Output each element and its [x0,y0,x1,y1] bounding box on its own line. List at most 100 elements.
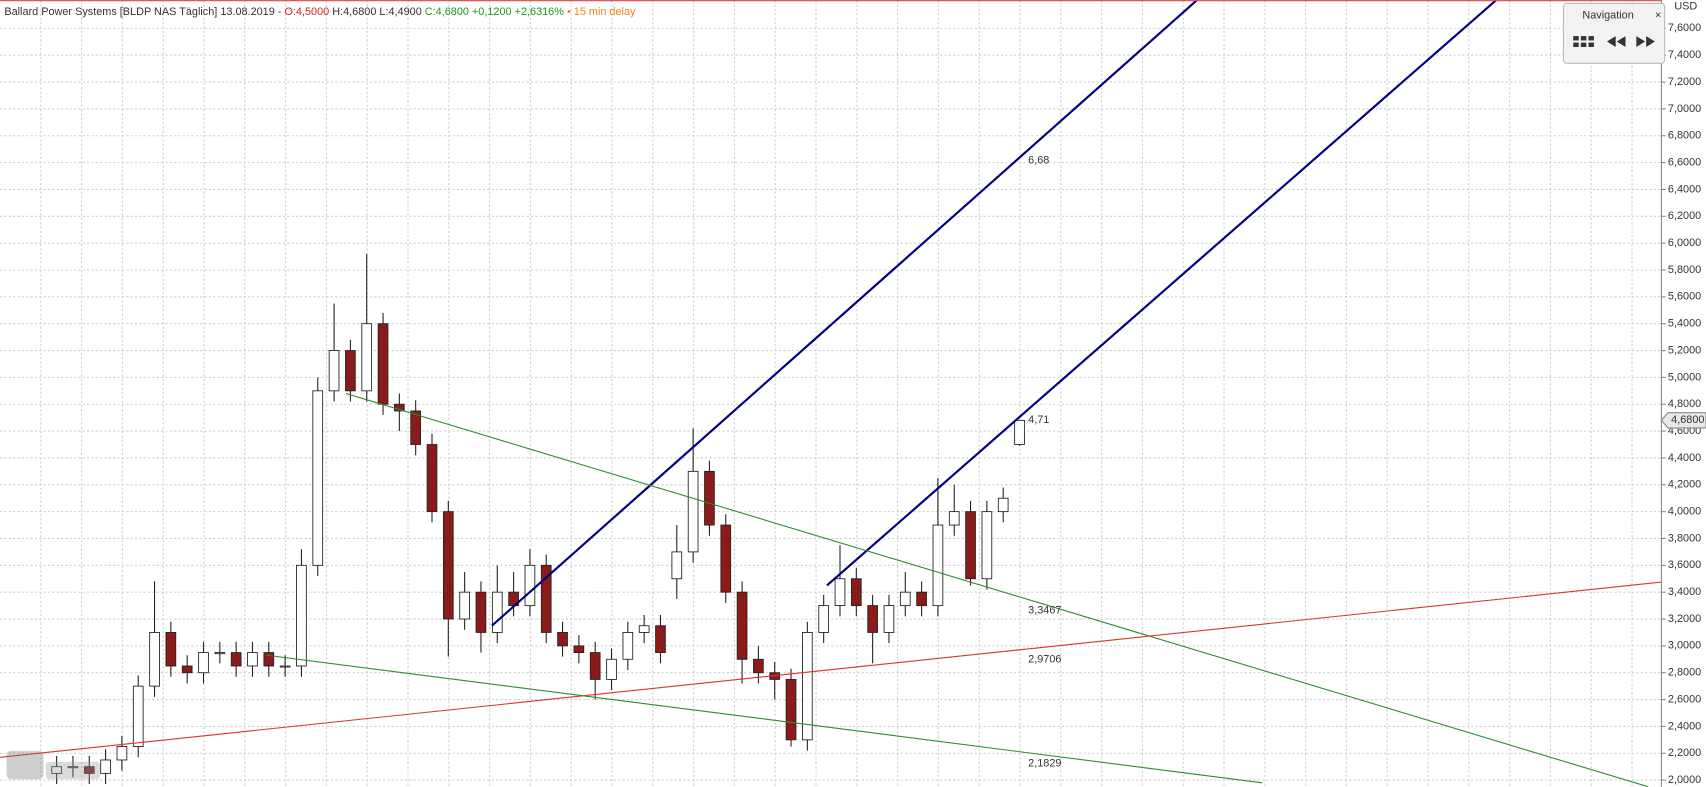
candle-body [181,665,193,674]
candle-body [573,645,585,654]
navigation-panel: Navigation × [1562,2,1666,64]
plot: 6,68 4,71 3,3467 2,9706 2,1829 [0,0,1662,787]
candle-body [459,591,470,620]
y-tick-label: 7,6000 [1668,22,1701,34]
y-tick-label: 7,4000 [1668,49,1701,61]
y-tick-label: 3,6000 [1668,559,1701,571]
y-tick-label: 2,2000 [1668,747,1701,759]
candle-body [263,652,275,667]
trend-line [345,392,1649,787]
candle-body [442,511,454,620]
icon [1588,36,1594,41]
candle-body [67,766,79,769]
y-tick-label: 5,6000 [1668,291,1701,303]
last-price-label: 4,6800 [1671,414,1704,426]
header-close: C:4,6800 [425,6,469,18]
navigation-close[interactable]: × [1655,9,1661,21]
candle-body [834,578,846,607]
y-tick-label: 7,2000 [1668,76,1701,88]
candle-body [965,511,976,580]
icon [1588,42,1594,47]
candle-body [100,759,111,774]
candle-body [916,591,927,607]
candle-body [720,524,732,593]
y-tick-label: 3,0000 [1668,640,1701,652]
header-open: O:4,5000 [284,6,329,18]
candle-body [116,746,128,761]
candle-body [51,766,62,774]
watermark-logo [6,750,44,780]
candle-body [948,511,960,526]
candle-body [475,591,487,633]
navigation-title: Navigation [1582,9,1633,21]
watermark-logo [45,761,101,780]
candle-body [638,625,650,633]
candle-body [491,591,503,633]
candle-body [655,625,666,654]
y-tick-label: 2,4000 [1668,720,1701,732]
trend-line-label: 4,71 [1028,414,1049,426]
candle-body [883,605,895,633]
y-tick-label: 2,8000 [1668,667,1701,679]
candle-body [622,632,634,660]
y-tick-label: 6,8000 [1668,130,1701,142]
y-tick-label: 4,2000 [1668,479,1701,491]
candle-body [753,658,764,674]
candle-body [557,632,568,647]
candle-body [410,410,422,445]
header-high: H:4,6800 [332,6,376,18]
y-axis: 2,0000 2,2000 2,4000 2,6000 2,8000 3,0000 3,20… [1660,22,1706,786]
candle-body [1014,419,1025,445]
trend-line-label: 3,3467 [1028,604,1061,616]
candle-body [687,470,699,553]
candle-body [997,497,1009,513]
icon [1573,42,1579,47]
y-tick-label: 4,8000 [1668,398,1701,410]
y-tick-label: 4,4000 [1668,452,1701,464]
candle-body [312,390,324,566]
candle-body [132,685,144,747]
y-tick-label: 5,2000 [1668,344,1701,356]
candle-body [377,323,389,405]
trend-line [491,0,1198,627]
candle-body [230,652,242,667]
y-tick-label: 4,0000 [1668,506,1701,518]
y-tick-label: 6,6000 [1668,156,1701,168]
grid-button[interactable] [1573,36,1594,47]
candle-body [606,658,617,680]
candle-body [247,652,258,667]
trend-line-label: 2,9706 [1028,654,1061,666]
y-tick-label: 6,2000 [1668,210,1701,222]
y-tick-label: 5,8000 [1668,264,1701,276]
candle-body [361,323,373,392]
candle-body [802,632,813,741]
header: Ballard Power Systems [BLDP NAS Täglich]… [4,6,636,18]
candle-body [671,551,683,580]
last-price-tag [1660,412,1706,429]
candle-body [426,444,438,513]
header-date: 13.08.2019 - [220,6,281,18]
back-button[interactable] [1606,36,1626,47]
navigation-box [1562,2,1666,64]
candle-body [867,605,878,633]
trend-line-label: 2,1829 [1028,758,1061,770]
icon [1580,36,1587,41]
candle-body [589,652,601,680]
header-change: +0,1200 [472,6,512,18]
header-name: Ballard Power Systems [BLDP NAS Täglich] [4,6,217,18]
candle-body [736,591,748,660]
candle-body [524,564,536,607]
candle-body [850,578,862,607]
candle-body [165,632,177,667]
header-delay: • 15 min delay [567,6,636,18]
y-tick-label: 5,4000 [1668,318,1701,330]
icon [1573,36,1579,41]
trend-line [0,581,1662,758]
candle-body [785,678,797,741]
forward-button[interactable] [1636,36,1655,47]
y-tick-label: 5,0000 [1668,371,1701,383]
candle-body [279,665,291,668]
y-tick-label: 7,0000 [1668,103,1701,115]
